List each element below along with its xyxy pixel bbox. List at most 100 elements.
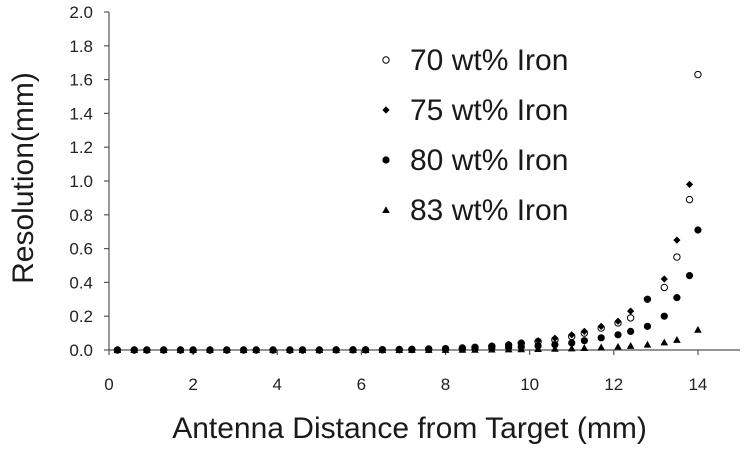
data-point [441,346,450,353]
x-tick-label: 4 [273,375,282,394]
data-point [597,322,605,330]
data-point [673,336,681,343]
data-point [694,70,702,79]
series-2-points [113,180,694,354]
data-point [597,334,605,342]
data-point [315,346,324,354]
data-point [614,331,622,339]
data-point [239,346,248,354]
series-1-points [113,70,702,354]
y-tick-label: 0.2 [69,307,93,326]
chart-legend: 70 wt% Iron 75 wt% Iron 80 wt% Iron 83 wt% … [382,44,568,227]
data-point [517,345,526,353]
legend-label: 83 wt% Iron [410,194,568,227]
x-tick-label: 10 [520,375,539,394]
data-point [349,346,357,354]
data-point [568,339,576,347]
x-tick-label: 2 [188,375,197,394]
data-point [685,272,694,280]
data-points [113,70,702,354]
data-point [395,346,404,354]
legend-marker [382,56,390,64]
legend-label: 70 wt% Iron [410,44,568,77]
x-tick-label: 6 [357,375,366,394]
data-point [643,340,652,348]
y-tick-label: 0.0 [69,341,93,360]
data-point [130,346,139,354]
data-point [673,236,681,244]
data-point [517,339,525,347]
data-point [643,322,652,330]
data-point [551,344,559,352]
y-axis-ticks: 0.0 0.2 0.4 0.6 0.8 1.0 1.2 1.4 1.6 1.8 2.0 [69,3,109,360]
data-point [597,343,605,351]
data-point [673,253,681,261]
data-point [580,337,588,345]
data-point [627,327,635,336]
data-point [660,283,668,292]
data-point [694,325,702,333]
legend-label: 75 wt% Iron [410,94,568,127]
data-point [206,346,214,354]
data-point [286,346,294,354]
legend-marker [382,156,390,164]
legend-marker [382,106,390,114]
data-point [332,346,340,354]
x-tick-label: 14 [688,375,707,394]
data-point [252,346,261,354]
y-axis-title: Resolution(mm) [7,72,40,284]
data-point [222,346,231,354]
data-point [189,346,197,354]
data-point [580,344,589,352]
legend-marker [382,206,390,214]
y-tick-label: 0.8 [69,206,93,225]
data-point [471,345,479,353]
x-tick-label: 12 [604,375,623,394]
data-point [567,344,576,352]
data-point [534,337,542,345]
data-point [159,346,168,354]
data-point [488,345,496,353]
y-tick-label: 0.4 [69,273,93,292]
data-point [298,346,307,354]
data-point [176,346,185,354]
series-3-points [113,226,702,354]
data-point [626,314,635,322]
y-tick-label: 1.8 [69,37,93,56]
data-point [551,340,559,349]
data-point [458,345,467,353]
x-tick-label: 0 [104,375,113,394]
data-point [113,346,122,354]
data-point [378,346,387,354]
data-point [361,346,370,354]
data-point [685,180,694,188]
data-point [580,327,588,336]
data-point [568,331,576,339]
data-point [534,345,542,353]
y-tick-label: 1.0 [69,172,93,191]
data-point [660,338,669,346]
x-tick-label: 8 [441,375,450,394]
data-point [673,294,681,302]
data-point [685,195,694,204]
series-4-points [113,325,702,354]
data-point [424,346,433,353]
data-point [660,275,668,283]
data-point [504,345,513,353]
data-point [643,295,652,303]
data-point [694,226,702,234]
data-point [614,317,622,325]
legend-label: 80 wt% Iron [410,144,568,177]
y-tick-label: 1.2 [69,138,93,157]
y-tick-label: 2.0 [69,3,93,22]
data-point [660,312,668,320]
y-tick-label: 1.6 [69,71,93,90]
data-point [269,346,277,354]
y-tick-label: 1.4 [69,104,93,123]
data-point [551,334,559,342]
data-point [143,346,151,354]
data-point [408,346,416,353]
data-point [627,307,635,315]
data-point [614,342,622,350]
